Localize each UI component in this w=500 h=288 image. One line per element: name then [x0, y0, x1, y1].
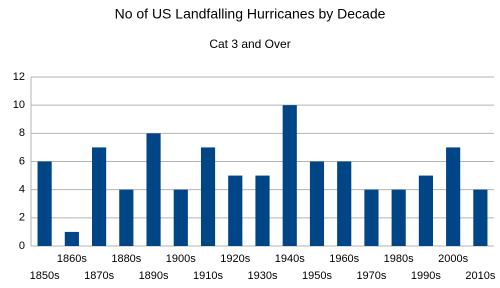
x-tick-label: 1880s	[111, 253, 141, 265]
bar	[309, 161, 325, 246]
bar	[364, 189, 379, 246]
bar	[64, 231, 79, 246]
x-tick-label: 2010s	[465, 270, 495, 282]
bar	[418, 175, 433, 246]
y-tick-label: 8	[19, 127, 25, 139]
x-tick-label: 1990s	[411, 270, 441, 282]
x-tick-label: 1890s	[139, 270, 169, 282]
bar	[337, 161, 352, 246]
chart-subtitle: Cat 3 and Over	[209, 37, 290, 51]
x-tick-label: 1950s	[302, 270, 332, 282]
y-tick-label: 12	[13, 71, 25, 83]
bar	[200, 147, 216, 246]
x-tick-label: 2000s	[438, 253, 468, 265]
x-tick-label: 1900s	[166, 253, 196, 265]
y-tick-label: 10	[13, 99, 25, 111]
bar	[391, 189, 406, 246]
x-tick-label: 1920s	[220, 253, 250, 265]
x-tick-label: 1960s	[329, 253, 359, 265]
bar	[446, 147, 461, 246]
chart-title: No of US Landfalling Hurricanes by Decad…	[115, 6, 386, 22]
x-tick-label: 1860s	[57, 253, 87, 265]
x-tick-label: 1970s	[356, 270, 386, 282]
x-tick-label: 1930s	[248, 270, 278, 282]
x-tick-label: 1980s	[384, 253, 414, 265]
bar	[473, 189, 488, 246]
x-tick-label: 1940s	[275, 253, 305, 265]
y-tick-label: 6	[19, 155, 25, 167]
bar	[173, 189, 188, 246]
bar	[146, 133, 161, 246]
x-tick-label: 1870s	[84, 270, 114, 282]
y-tick-label: 4	[19, 184, 25, 196]
bar	[255, 175, 270, 246]
y-tick-label: 0	[19, 240, 25, 252]
bar	[228, 175, 243, 246]
y-tick-label: 2	[19, 212, 25, 224]
bar	[37, 161, 52, 246]
bar	[119, 189, 134, 246]
bar	[282, 105, 297, 247]
x-tick-label: 1850s	[30, 270, 60, 282]
x-tick-label: 1910s	[193, 270, 223, 282]
bar	[92, 147, 107, 246]
